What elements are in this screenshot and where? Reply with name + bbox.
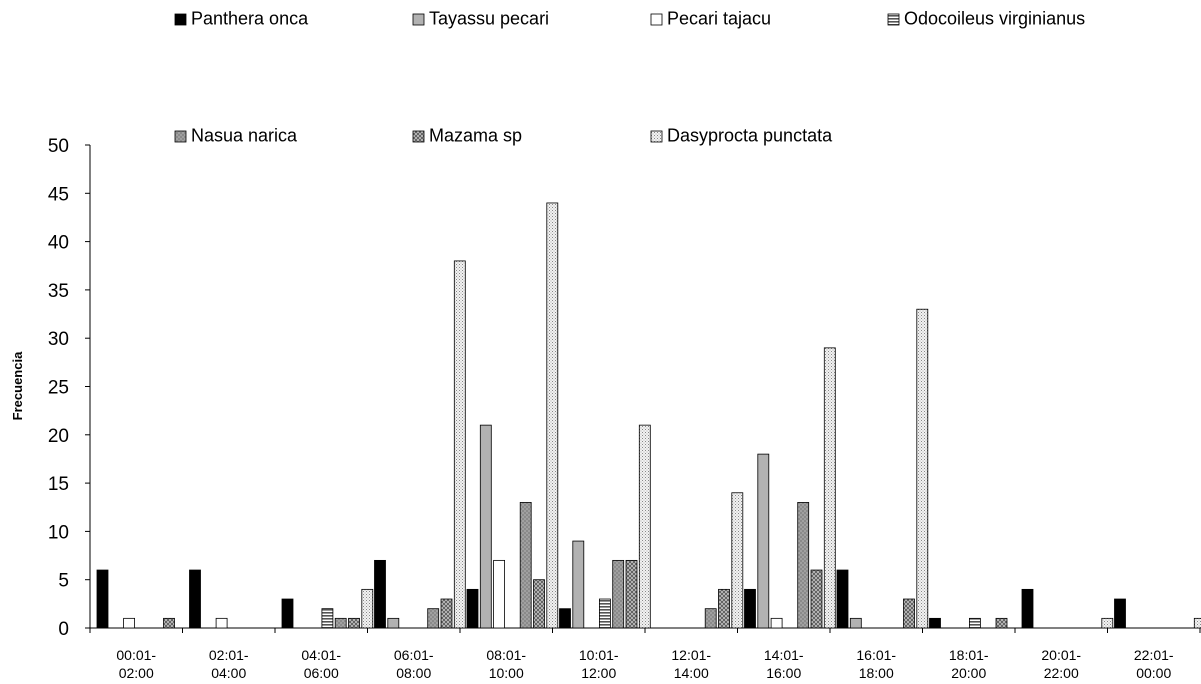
bar-nasua-narica — [612, 559, 625, 629]
bar-mazama-sp — [995, 617, 1008, 629]
y-tick-label: 45 — [48, 184, 69, 205]
y-axis-title: Frecuencia — [10, 351, 25, 420]
bar-dasyprocta-punctata — [638, 424, 651, 629]
x-tick-label: 14:01-16:00 — [764, 647, 804, 681]
bar-panthera-onca — [1021, 588, 1034, 629]
bar-mazama-sp — [533, 579, 545, 629]
x-tick-label: 04:01-06:00 — [301, 647, 341, 681]
bar-dasyprocta-punctata — [916, 308, 929, 629]
bar-nasua-narica — [797, 502, 810, 629]
y-tick-label: 50 — [48, 136, 69, 157]
legend-label: Mazama sp — [429, 126, 522, 146]
bar-dasyprocta-punctata — [823, 347, 836, 629]
legend-label: Odocoileus virginianus — [904, 9, 1085, 29]
y-tick-label: 0 — [58, 619, 69, 640]
bar-tayassu-pecari — [849, 617, 862, 629]
legend-swatch — [412, 130, 425, 143]
y-tick-label: 40 — [48, 233, 69, 254]
bar-mazama-sp — [718, 588, 730, 629]
x-tick-label: 02:01-04:00 — [209, 647, 249, 681]
bar-nasua-narica — [704, 608, 717, 629]
bar-panthera-onca — [96, 569, 109, 629]
y-tick-label: 15 — [48, 474, 69, 495]
bar-nasua-narica — [519, 502, 532, 629]
legend-label: Panthera onca — [191, 9, 309, 29]
bar-pecari-tajacu — [123, 617, 135, 629]
legend-label: Dasyprocta punctata — [667, 126, 833, 146]
bar-panthera-onca — [189, 569, 201, 629]
legend: Panthera onca Tayassu pecari Pecari tajacu… — [174, 9, 1085, 146]
y-tick-label: 35 — [48, 281, 69, 302]
bar-tayassu-pecari — [572, 540, 585, 629]
bar-panthera-onca — [281, 598, 294, 629]
bar-dasyprocta-punctata — [1193, 617, 1201, 629]
bar-panthera-onca — [374, 559, 386, 629]
bar-panthera-onca — [929, 617, 941, 629]
x-tick-label: 12:01-14:00 — [671, 647, 711, 681]
legend-swatch — [174, 13, 187, 26]
bar-odocoileus-virginianus — [321, 608, 334, 629]
y-axis: 0 5 10 15 20 25 30 35 40 45 50 — [48, 136, 91, 640]
bar-nasua-narica — [334, 617, 347, 629]
bar-pecari-tajacu — [493, 559, 506, 629]
bar-mazama-sp — [903, 598, 915, 629]
bar-pecari-tajacu — [770, 617, 783, 629]
legend-label: Tayassu pecari — [429, 9, 549, 29]
bar-dasyprocta-punctata — [731, 492, 744, 629]
legend-swatch — [412, 13, 425, 26]
bars — [96, 202, 1201, 629]
bar-dasyprocta-punctata — [453, 260, 466, 629]
bar-dasyprocta-punctata — [1101, 617, 1114, 629]
bar-tayassu-pecari — [757, 453, 770, 629]
legend-swatch — [650, 13, 663, 26]
x-tick-label: 10:01-12:00 — [579, 647, 619, 681]
bar-nasua-narica — [427, 608, 440, 629]
bar-panthera-onca — [559, 608, 571, 629]
bar-tayassu-pecari — [387, 617, 400, 629]
bar-panthera-onca — [744, 588, 756, 629]
bar-mazama-sp — [625, 559, 638, 629]
bar-panthera-onca — [836, 569, 849, 629]
legend-swatch — [887, 13, 900, 26]
x-tick-label: 20:01-22:00 — [1041, 647, 1081, 681]
x-axis: 00:01-02:00 02:01-04:00 04:01-06:00 06:01-0… — [89, 627, 1201, 681]
bar-mazama-sp — [348, 617, 360, 629]
bar-panthera-onca — [1114, 598, 1126, 629]
x-tick-label: 22:01-00:00 — [1134, 647, 1174, 681]
y-tick-label: 5 — [58, 571, 69, 592]
bar-mazama-sp — [810, 569, 823, 629]
legend-swatch — [174, 130, 187, 143]
bar-odocoileus-virginianus — [969, 617, 981, 629]
bar-dasyprocta-punctata — [361, 588, 374, 629]
bar-mazama-sp — [440, 598, 453, 629]
x-tick-label: 06:01-08:00 — [394, 647, 434, 681]
bar-mazama-sp — [163, 617, 175, 629]
y-tick-label: 25 — [48, 378, 69, 399]
y-tick-label: 20 — [48, 426, 69, 447]
bar-pecari-tajacu — [215, 617, 228, 629]
bar-odocoileus-virginianus — [599, 598, 611, 629]
legend-label: Pecari tajacu — [667, 9, 771, 29]
legend-swatch — [650, 130, 663, 143]
y-tick-label: 30 — [48, 329, 69, 350]
x-tick-label: 00:01-02:00 — [116, 647, 156, 681]
bar-tayassu-pecari — [479, 424, 492, 629]
bar-dasyprocta-punctata — [546, 202, 559, 629]
x-tick-label: 08:01-10:00 — [486, 647, 526, 681]
x-tick-label: 16:01-18:00 — [856, 647, 896, 681]
x-tick-label: 18:01-20:00 — [949, 647, 989, 681]
bar-panthera-onca — [466, 588, 479, 629]
legend-label: Nasua narica — [191, 126, 298, 146]
y-tick-label: 10 — [48, 522, 69, 543]
